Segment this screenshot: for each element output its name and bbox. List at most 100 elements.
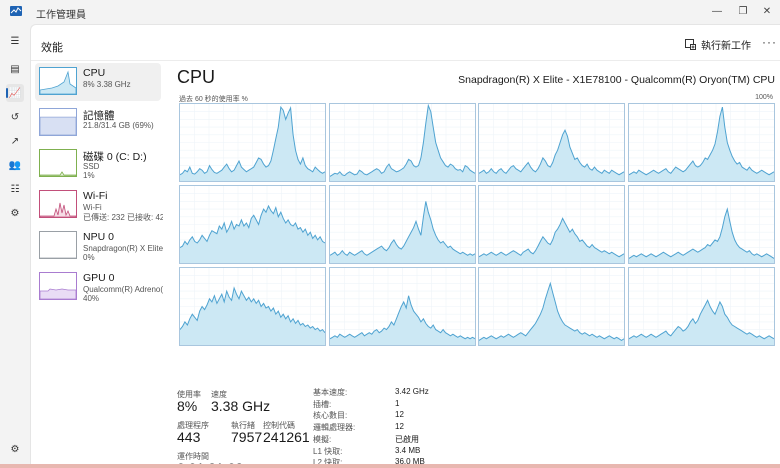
- core-graph-2: [478, 103, 625, 182]
- device-subtext: Wi-Fi: [83, 203, 102, 212]
- disk-mini-graph: [39, 149, 77, 177]
- maximize-button[interactable]: ❐: [730, 0, 756, 22]
- spec-label: 核心數目:: [313, 411, 348, 421]
- core-graph-8: [179, 267, 326, 346]
- spec-value: 12: [395, 422, 404, 432]
- performance-nav-button[interactable]: 📈: [6, 84, 24, 102]
- core-graph-0: [179, 103, 326, 182]
- core-1-area: [329, 105, 475, 181]
- utilization-value: 8%: [177, 398, 198, 414]
- processes-nav-button[interactable]: ▤: [6, 60, 24, 78]
- device-subtext: 0%: [83, 253, 95, 262]
- core-graph-9: [328, 267, 476, 346]
- spec-label: 邏輯處理器:: [313, 423, 356, 433]
- page-title: 效能: [41, 42, 63, 54]
- core-7-area: [628, 209, 774, 263]
- details-icon: ☷: [10, 183, 20, 195]
- hamburger-menu-icon: ☰: [10, 35, 20, 47]
- processes-value: 443: [177, 429, 201, 445]
- threads-label: 執行緒: [231, 421, 255, 430]
- device-subtext: 已傳送: 232 已接收: 42: [83, 213, 163, 222]
- hamburger-menu-nav-button[interactable]: ☰: [6, 32, 24, 50]
- speed-value: 3.38 GHz: [211, 398, 271, 414]
- core-graph-5: [328, 185, 476, 264]
- processes-icon: ▤: [10, 63, 20, 75]
- more-options-button[interactable]: ···: [762, 35, 777, 49]
- device-subtext: 40%: [83, 294, 100, 303]
- startup-apps-nav-button[interactable]: ↗: [6, 132, 24, 150]
- cpu-detail-panel: CPU Snapdragon(R) X Elite - X1E78100 - Q…: [165, 63, 777, 468]
- core-graph-10: [478, 267, 625, 346]
- core-graph-1: [328, 103, 476, 182]
- threads-value: 7957: [231, 429, 263, 445]
- core-graph-3: [627, 103, 775, 182]
- minimize-button[interactable]: —: [704, 0, 730, 22]
- gpu-mini-graph: [39, 272, 77, 300]
- run-new-task-button[interactable]: 執行新工作: [685, 37, 751, 52]
- device-name: NPU 0: [83, 231, 114, 243]
- services-nav-button[interactable]: ⚙: [6, 204, 24, 222]
- core-7-line: [628, 207, 774, 259]
- device-name: CPU: [83, 67, 106, 79]
- core-3-line: [628, 106, 774, 176]
- settings-nav-button[interactable]: ⚙: [6, 440, 24, 458]
- detail-title: CPU: [177, 67, 216, 87]
- core-0-area: [180, 107, 325, 181]
- device-item-disk[interactable]: 磁碟 0 (C: D:) SSD 1%: [35, 145, 161, 183]
- spec-value: 已啟用: [395, 434, 419, 444]
- device-item-wifi[interactable]: Wi-Fi Wi-Fi 已傳送: 232 已接收: 42: [35, 186, 163, 224]
- users-icon: 👥: [8, 159, 22, 171]
- device-subtext: Snapdragon(R) X Elite - X1E78100 - Qualc…: [83, 244, 163, 253]
- core-11-line: [628, 299, 774, 340]
- core-graph-6: [478, 185, 625, 264]
- startup-apps-icon: ↗: [10, 135, 20, 147]
- spec-value: 3.4 MB: [395, 445, 421, 455]
- core-1-line: [329, 104, 475, 177]
- device-name: GPU 0: [83, 272, 115, 284]
- device-subtext: Qualcomm(R) Adreno(TM) X1-85 GPU: [83, 285, 163, 294]
- graph-caption: 過去 60 秒的使用率 %: [179, 96, 248, 103]
- core-0-line: [180, 105, 325, 176]
- main-panel: 效能 執行新工作 ··· CPU 8% 3.38 GHz 記憶體 21.8/31.4 …: [30, 24, 780, 468]
- command-bar: 效能 執行新工作 ···: [31, 25, 780, 61]
- device-subtext: SSD: [83, 162, 100, 171]
- core-9-area: [329, 295, 475, 345]
- device-subtext: 8% 3.38 GHz: [83, 80, 131, 89]
- device-item-memory[interactable]: 記憶體 21.8/31.4 GB (69%): [35, 104, 161, 142]
- taskbar-edge: [0, 464, 780, 468]
- device-item-cpu[interactable]: CPU 8% 3.38 GHz: [35, 63, 161, 101]
- device-list: CPU 8% 3.38 GHz 記憶體 21.8/31.4 GB (69%) 磁碟 0 …: [35, 63, 163, 463]
- spec-value: 1: [395, 398, 400, 408]
- window-title: 工作管理員: [36, 10, 86, 21]
- spec-label: 基本速度:: [313, 388, 348, 397]
- title-bar: 工作管理員 — ❐ ✕: [0, 0, 780, 24]
- wifi-mini-graph: [39, 190, 77, 218]
- memory-mini-graph: [39, 108, 77, 136]
- spec-value: 3.42 GHz: [395, 387, 429, 396]
- close-button[interactable]: ✕: [754, 0, 780, 22]
- performance-icon: 📈: [8, 87, 22, 99]
- navigation-rail: ☰ ▤ 📈 ↺ ↗ 👥 ☷ ⚙ ⚙: [0, 24, 30, 468]
- app-history-icon: ↺: [10, 111, 20, 123]
- core-5-area: [329, 201, 475, 263]
- speed-label: 速度: [211, 390, 227, 399]
- core-4-area: [180, 206, 325, 263]
- run-new-task-label: 執行新工作: [701, 41, 751, 52]
- details-nav-button[interactable]: ☷: [6, 180, 24, 198]
- minimize-icon: —: [712, 5, 722, 17]
- uptime-label: 運作時間: [177, 452, 209, 461]
- device-name: 記憶體: [83, 110, 115, 122]
- app-history-nav-button[interactable]: ↺: [6, 108, 24, 126]
- core-11-area: [628, 300, 774, 345]
- users-nav-button[interactable]: 👥: [6, 156, 24, 174]
- core-8-line: [180, 286, 325, 334]
- core-4-line: [180, 204, 325, 249]
- core-9-line: [329, 295, 475, 340]
- core-5-line: [329, 201, 475, 256]
- spec-value: 36.0 MB: [395, 457, 425, 467]
- core-10-line: [479, 281, 624, 341]
- spec-value: 12: [395, 410, 404, 420]
- core-10-area: [479, 283, 624, 345]
